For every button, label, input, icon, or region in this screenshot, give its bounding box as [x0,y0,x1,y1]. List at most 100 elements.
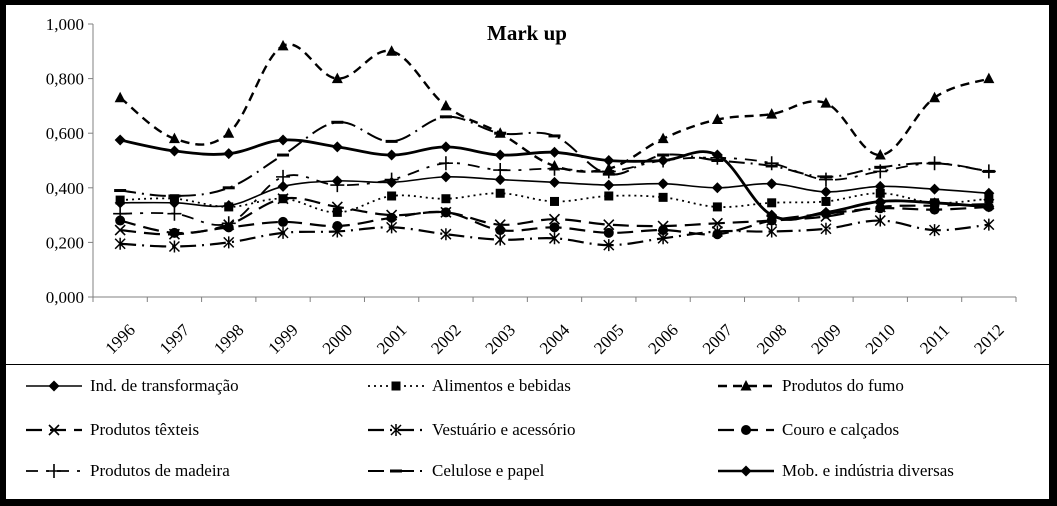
chart-legend: Ind. de transformação Alimentos e bebidas… [6,364,1049,498]
legend-swatch [368,424,424,436]
data-point [657,132,669,144]
data-point [548,213,561,225]
data-point [928,161,941,165]
legend-item-3: Produtos do fumo [716,373,904,399]
data-point [711,217,723,229]
data-point [602,172,615,176]
data-point [391,381,401,391]
y-tick-label: 0,200 [46,233,84,252]
data-point [711,149,723,161]
tick-labels: 0,000 0,200 0,400 0,600 0,800 1,000 1996 1997 19… [46,15,1008,358]
data-point [604,191,614,201]
data-point [550,196,559,206]
data-point [741,425,751,435]
data-point [440,207,451,218]
data-point [983,201,995,213]
data-point [168,132,180,144]
legend-item-6: Couro e calçados [716,417,899,443]
data-point [494,174,506,186]
data-point [115,195,125,205]
data-point [113,206,128,221]
data-point [982,169,995,173]
data-point [711,113,723,125]
data-point [168,145,180,157]
data-point [223,148,235,160]
data-point [820,222,832,235]
legend-label: Produtos do fumo [782,376,904,395]
data-point [439,115,452,119]
x-tick-label: 2003 [482,320,519,357]
data-point [277,153,290,157]
data-point [764,156,779,171]
data-point [603,239,615,252]
data-point [390,469,402,473]
data-point [331,72,343,84]
legend-item-1: Ind. de transformação [24,373,239,399]
legend-item-4: Produtos têxteis [24,417,199,443]
chart-axes [88,23,1017,302]
data-point [169,227,180,238]
data-point [549,176,560,188]
data-point [494,131,507,135]
legend-swatch [26,424,82,436]
legend-swatch [718,425,774,435]
x-tick-label: 2009 [807,320,844,357]
data-point [440,171,452,183]
chart-title: Mark up [487,21,567,45]
data-point [929,91,941,103]
data-point [820,206,832,218]
data-point [549,146,560,158]
legend-item-7: Produtos de madeira [24,458,230,484]
data-point [603,179,615,191]
data-point [929,183,941,195]
data-point [386,149,398,161]
x-tick-label: 2010 [862,320,899,357]
data-point [494,149,506,161]
data-point [222,186,235,190]
data-point [929,197,941,209]
data-point [390,424,402,436]
x-tick-label: 2001 [373,320,410,357]
data-point [712,229,723,240]
data-point [874,165,887,169]
legend-swatch [368,469,424,473]
data-point [765,164,778,168]
data-point [48,424,60,436]
data-point [277,134,289,146]
data-point [494,233,506,246]
x-tick-label: 2004 [536,320,574,358]
x-tick-label: 2008 [753,320,790,357]
data-point [386,212,397,223]
data-point [875,203,886,214]
data-point [548,134,561,138]
x-tick-label: 1997 [156,320,194,358]
data-point [601,164,616,179]
data-point [330,178,345,193]
data-point [167,206,182,221]
data-point [874,149,886,160]
legend-item-5: Vestuário e acessório [366,417,576,443]
legend-swatch [718,380,774,391]
data-point [169,194,179,204]
legend-label: Couro e calçados [782,420,900,439]
data-point [441,194,451,204]
series-line-3 [119,43,990,173]
data-point [277,193,289,205]
data-point [114,91,126,103]
data-point [47,464,61,478]
data-point [712,202,722,212]
data-point [440,228,452,241]
data-point [331,141,343,153]
data-point [223,127,235,138]
series-line-5 [120,219,989,248]
data-point [114,224,126,236]
legend-item-9: Mob. e indústria diversas [716,458,954,484]
data-point [277,180,289,192]
series-line-8 [120,115,990,197]
y-tick-label: 0,000 [46,288,84,307]
data-point [440,99,452,111]
x-tick-label: 2007 [699,320,737,358]
legend-label: Produtos têxteis [90,420,200,439]
data-point [385,139,398,143]
